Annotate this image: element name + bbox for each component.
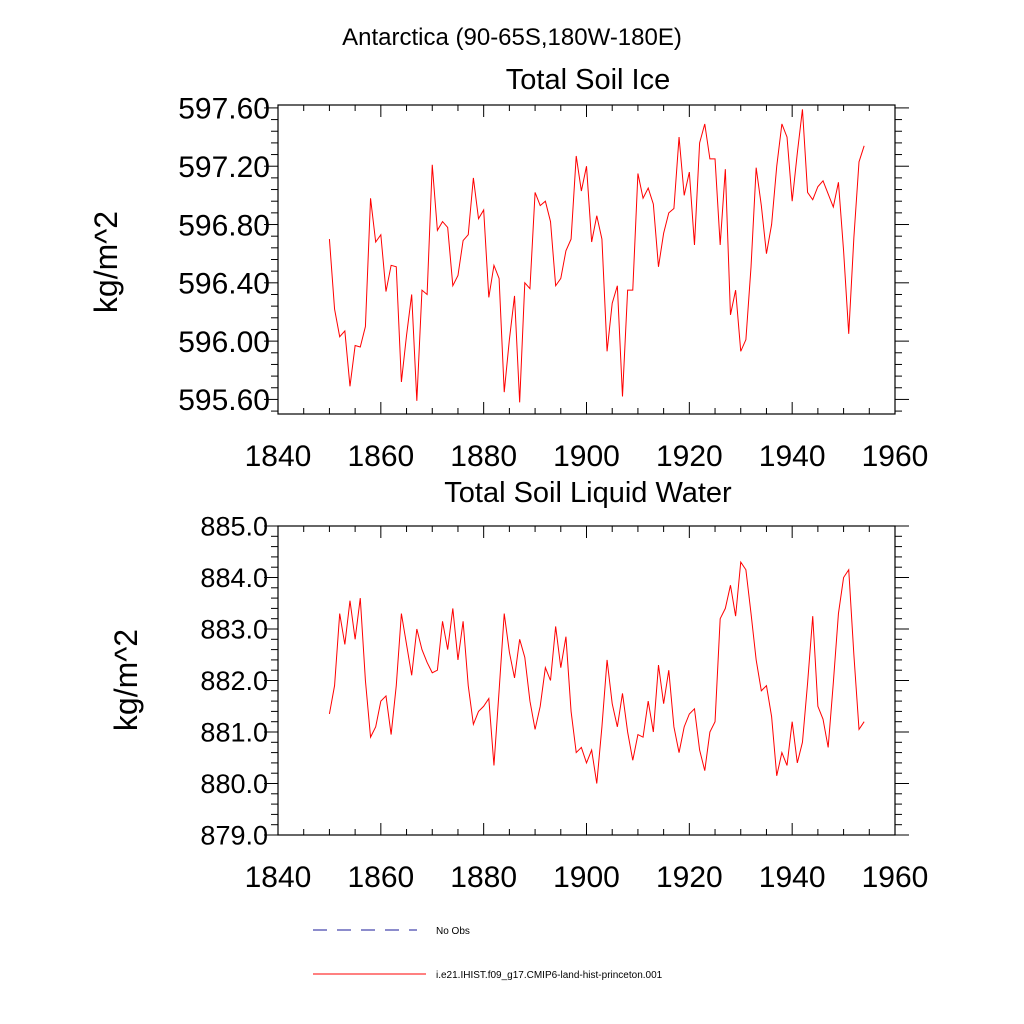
y-tick-label: 596.40 bbox=[178, 268, 270, 301]
x-tick-label: 1920 bbox=[656, 861, 723, 894]
y-axis-label: kg/m^2 bbox=[108, 629, 144, 731]
y-tick-label: 879.0 bbox=[200, 821, 268, 851]
x-tick-label: 1940 bbox=[759, 861, 826, 894]
y-tick-label: 883.0 bbox=[200, 615, 268, 645]
panel-total-soil-liquid-water: Total Soil Liquid Water kg/m^2 1840 1860 1… bbox=[108, 477, 928, 894]
x-tick-label: 1880 bbox=[450, 440, 517, 473]
x-tick-label: 1940 bbox=[759, 440, 826, 473]
plot-frame bbox=[277, 525, 896, 836]
series-line-total-soil-ice bbox=[328, 109, 865, 403]
axis-ticks bbox=[264, 525, 909, 836]
plot-frame bbox=[277, 104, 896, 415]
x-tick-labels: 1840 1860 1880 1900 1920 1940 1960 bbox=[245, 440, 929, 473]
x-tick-label: 1840 bbox=[245, 440, 312, 473]
y-tick-label: 881.0 bbox=[200, 718, 268, 748]
x-tick-label: 1860 bbox=[347, 861, 414, 894]
legend-label-model: i.e21.IHIST.f09_g17.CMIP6-land-hist-prin… bbox=[436, 970, 663, 981]
x-tick-labels: 1840 1860 1880 1900 1920 1940 1960 bbox=[245, 861, 929, 894]
y-tick-label: 597.20 bbox=[178, 151, 270, 184]
x-tick-label: 1880 bbox=[450, 861, 517, 894]
x-tick-label: 1960 bbox=[862, 861, 929, 894]
y-tick-label: 880.0 bbox=[200, 769, 268, 799]
x-tick-label: 1900 bbox=[553, 861, 620, 894]
x-tick-label: 1840 bbox=[245, 861, 312, 894]
y-tick-label: 597.60 bbox=[178, 93, 270, 126]
y-tick-labels: 879.0 880.0 881.0 882.0 883.0 884.0 885.0 bbox=[200, 512, 268, 851]
series-line-total-soil-liquid-water bbox=[328, 560, 865, 784]
figure-title: Antarctica (90-65S,180W-180E) bbox=[342, 24, 682, 51]
x-tick-label: 1900 bbox=[553, 440, 620, 473]
y-tick-labels: 595.60 596.00 596.40 596.80 597.20 597.60 bbox=[178, 93, 270, 418]
y-tick-label: 882.0 bbox=[200, 666, 268, 696]
x-tick-label: 1960 bbox=[862, 440, 929, 473]
panel-total-soil-ice: Total Soil Ice kg/m^2 1840 1860 1880 1900 19… bbox=[88, 64, 928, 473]
y-axis-label: kg/m^2 bbox=[88, 211, 124, 313]
x-tick-label: 1860 bbox=[347, 440, 414, 473]
panel-title: Total Soil Liquid Water bbox=[444, 477, 732, 509]
legend: No Obs i.e21.IHIST.f09_g17.CMIP6-land-hi… bbox=[313, 926, 663, 981]
y-tick-label: 885.0 bbox=[200, 512, 268, 542]
panel-title: Total Soil Ice bbox=[506, 64, 670, 96]
y-tick-label: 595.60 bbox=[178, 384, 270, 417]
y-tick-label: 884.0 bbox=[200, 563, 268, 593]
axis-ticks bbox=[264, 105, 909, 414]
x-tick-label: 1920 bbox=[656, 440, 723, 473]
y-tick-label: 596.00 bbox=[178, 326, 270, 359]
y-tick-label: 596.80 bbox=[178, 209, 270, 242]
legend-label-no-obs: No Obs bbox=[436, 926, 470, 937]
